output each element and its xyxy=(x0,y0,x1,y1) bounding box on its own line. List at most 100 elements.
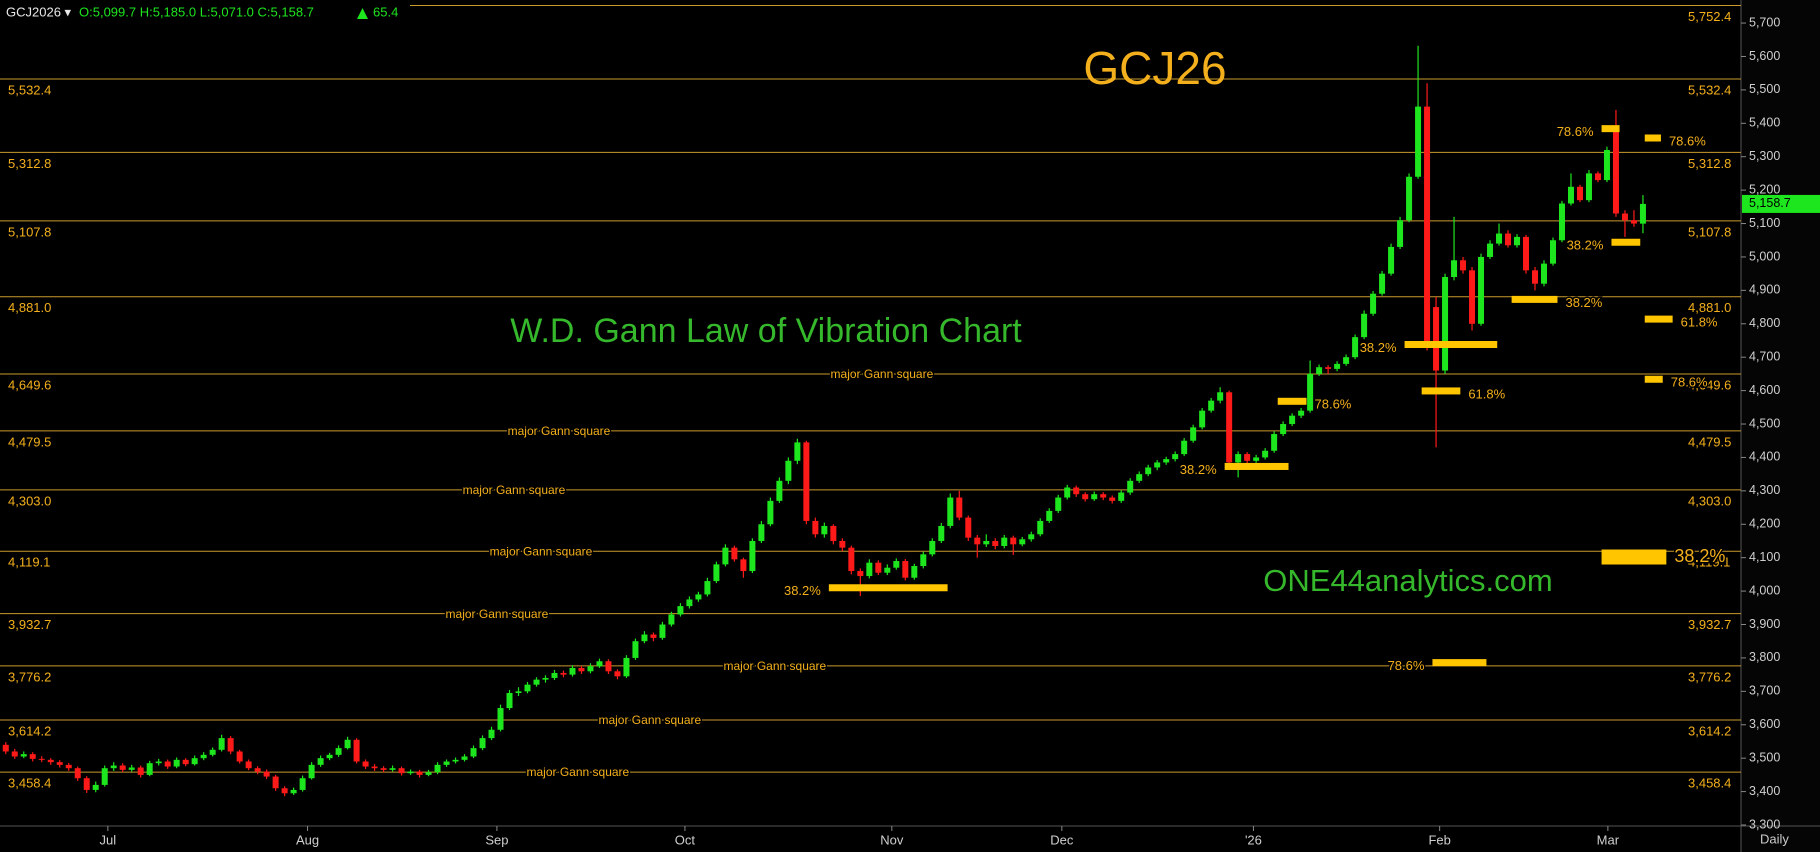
candle-body xyxy=(974,537,981,545)
candle-body xyxy=(785,460,792,481)
candle-body xyxy=(1235,454,1242,463)
candle-body xyxy=(1576,186,1583,201)
level-label-left: 5,107.8 xyxy=(8,224,51,239)
level-note: major Gann square xyxy=(490,544,593,558)
candle-body xyxy=(830,525,837,541)
candle-body xyxy=(884,567,891,573)
fib-label: 78.6% xyxy=(1388,658,1425,673)
candle-body xyxy=(353,739,360,762)
candle-body xyxy=(587,666,594,672)
candle-body xyxy=(1037,520,1044,535)
candle-body xyxy=(1298,410,1305,416)
y-tick-label: 4,500 xyxy=(1749,416,1780,430)
candle-body xyxy=(488,729,495,739)
candle-body xyxy=(749,540,756,572)
candle-body xyxy=(1064,487,1071,498)
level-note: major Gann square xyxy=(598,713,701,727)
fib-bar xyxy=(828,584,948,592)
candle-body xyxy=(1136,474,1143,481)
fib-label: 38.2% xyxy=(1565,295,1602,310)
candle-body xyxy=(848,547,855,572)
candle-body xyxy=(1406,176,1413,221)
candle-body xyxy=(1361,313,1368,338)
fib-label: 38.2% xyxy=(1567,238,1604,253)
candle-body xyxy=(227,738,234,752)
fib-bar xyxy=(1644,375,1663,383)
level-label-left: 5,532.4 xyxy=(8,82,51,97)
candle-body xyxy=(776,480,783,501)
candle-body xyxy=(1451,260,1458,278)
candle-body xyxy=(569,667,576,675)
candle-body xyxy=(1532,270,1539,284)
candle-body xyxy=(1469,270,1476,324)
candle-body xyxy=(1523,236,1530,271)
x-tick-label: Feb xyxy=(1428,832,1450,847)
x-tick-label: Sep xyxy=(485,832,508,847)
candle-body xyxy=(308,764,315,779)
candle-body xyxy=(1028,534,1035,540)
change-value: 65.4 xyxy=(373,4,398,19)
fib-label: 38.2% xyxy=(784,583,821,598)
candle-body xyxy=(803,442,810,521)
y-tick-label: 4,900 xyxy=(1749,283,1780,297)
candle-body xyxy=(740,559,747,572)
candle-body xyxy=(155,761,162,764)
y-tick-label: 5,400 xyxy=(1749,116,1780,130)
candle-body xyxy=(1505,233,1512,246)
candle-body xyxy=(1352,337,1359,358)
level-label-right: 4,479.5 xyxy=(1688,434,1731,449)
candle-body xyxy=(1199,410,1206,428)
candle-body xyxy=(578,667,585,672)
candles-layer xyxy=(2,45,1646,797)
candle-body xyxy=(515,691,522,694)
candle-body xyxy=(911,566,918,578)
candle-body xyxy=(623,657,630,677)
candle-body xyxy=(1343,357,1350,364)
candle-body xyxy=(614,671,621,677)
candle-body xyxy=(1046,510,1053,521)
candle-body xyxy=(380,768,387,770)
candle-body xyxy=(398,768,405,774)
candle-body xyxy=(56,762,63,765)
level-label-right: 4,649.6 xyxy=(1688,377,1731,392)
candle-body xyxy=(533,679,540,685)
y-tick-label: 3,500 xyxy=(1749,750,1780,764)
candle-body xyxy=(1594,173,1601,181)
candle-body xyxy=(1100,494,1107,498)
fib-bar xyxy=(1277,397,1307,405)
chart-title: GCJ26 xyxy=(1083,42,1226,94)
candle-body xyxy=(272,776,279,789)
y-tick-label: 5,300 xyxy=(1749,149,1780,163)
candle-body xyxy=(506,693,513,709)
candle-body xyxy=(128,767,135,770)
candle-body xyxy=(1226,392,1233,463)
candle-body xyxy=(218,738,225,750)
fib-bar xyxy=(1404,341,1498,349)
level-label-right: 4,303.0 xyxy=(1688,493,1731,508)
y-tick-label: 4,300 xyxy=(1749,483,1780,497)
candle-body xyxy=(1127,480,1134,493)
candle-body xyxy=(965,517,972,538)
candle-body xyxy=(83,778,90,790)
candle-body xyxy=(1280,424,1287,435)
candle-body xyxy=(1325,367,1332,369)
candle-body xyxy=(1208,400,1215,411)
candle-body xyxy=(245,761,252,769)
fib-label: 61.8% xyxy=(1468,386,1505,401)
candle-body xyxy=(695,594,702,600)
candle-body xyxy=(1603,150,1610,181)
candle-body xyxy=(650,634,657,638)
candle-body xyxy=(389,768,396,770)
candle-body xyxy=(1181,440,1188,455)
level-note: major Gann square xyxy=(508,424,611,438)
candle-body xyxy=(1334,363,1341,369)
level-label-left: 3,776.2 xyxy=(8,669,51,684)
candle-body xyxy=(479,738,486,749)
candle-body xyxy=(1442,277,1449,371)
candle-body xyxy=(1019,539,1026,545)
candle-body xyxy=(1262,450,1269,458)
x-tick-label: Dec xyxy=(1050,832,1074,847)
candle-body xyxy=(920,554,927,567)
level-label-left: 4,119.1 xyxy=(8,555,50,570)
